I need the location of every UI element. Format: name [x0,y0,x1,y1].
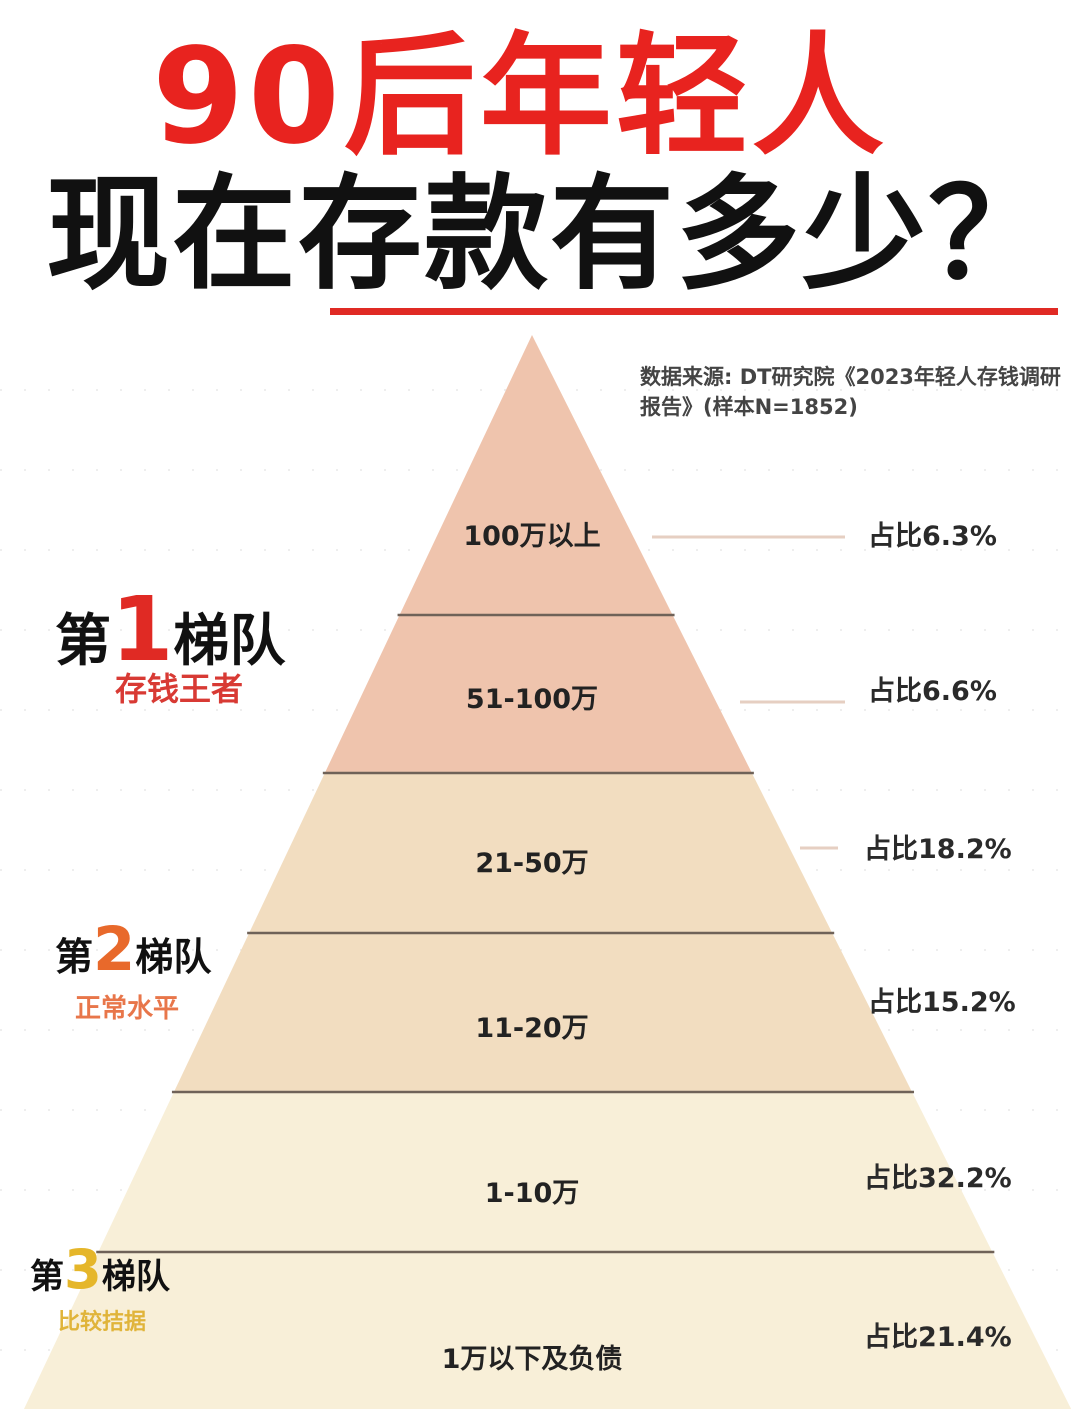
pyramid-segment [173,933,913,1092]
segment-value-label: 占比6.3% [868,521,997,552]
title-underline [330,308,1058,315]
tier-3-label: 第3梯队 [30,1238,170,1301]
pyramid-segment [249,773,833,933]
tier-1-subtitle: 存钱王者 [115,670,244,708]
segment-label: 1-10万 [485,1178,580,1209]
segment-value-label: 占比32.2% [864,1163,1012,1194]
data-source-note: 数据来源: DT研究院《2023年轻人存钱调研报告》(样本N=1852) [640,365,1061,419]
segment-label: 51-100万 [466,684,598,715]
segment-value-label: 占比18.2% [864,834,1012,865]
tier-1-label: 第1梯队 [55,578,286,682]
pyramid-segment [324,615,752,773]
segment-value-label: 占比21.4% [864,1322,1012,1353]
segment-label: 11-20万 [475,1013,588,1044]
title-line-1: 90后年轻人 [152,20,888,174]
segment-label: 100万以上 [463,521,600,552]
pyramid-segment [98,1092,993,1252]
title-line-2: 现在存款有多少？ [45,163,1054,307]
tier-2-subtitle: 正常水平 [75,994,180,1024]
segment-value-label: 占比15.2% [868,987,1016,1018]
segment-label: 1万以下及负债 [442,1344,623,1375]
segment-value-label: 占比6.6% [868,676,997,707]
pyramid-segment [399,335,673,615]
segment-label: 21-50万 [475,848,588,879]
pyramid-segment [23,1252,1072,1409]
tier-3-subtitle: 比较拮据 [58,1310,147,1335]
tier-2-label: 第2梯队 [55,915,212,985]
